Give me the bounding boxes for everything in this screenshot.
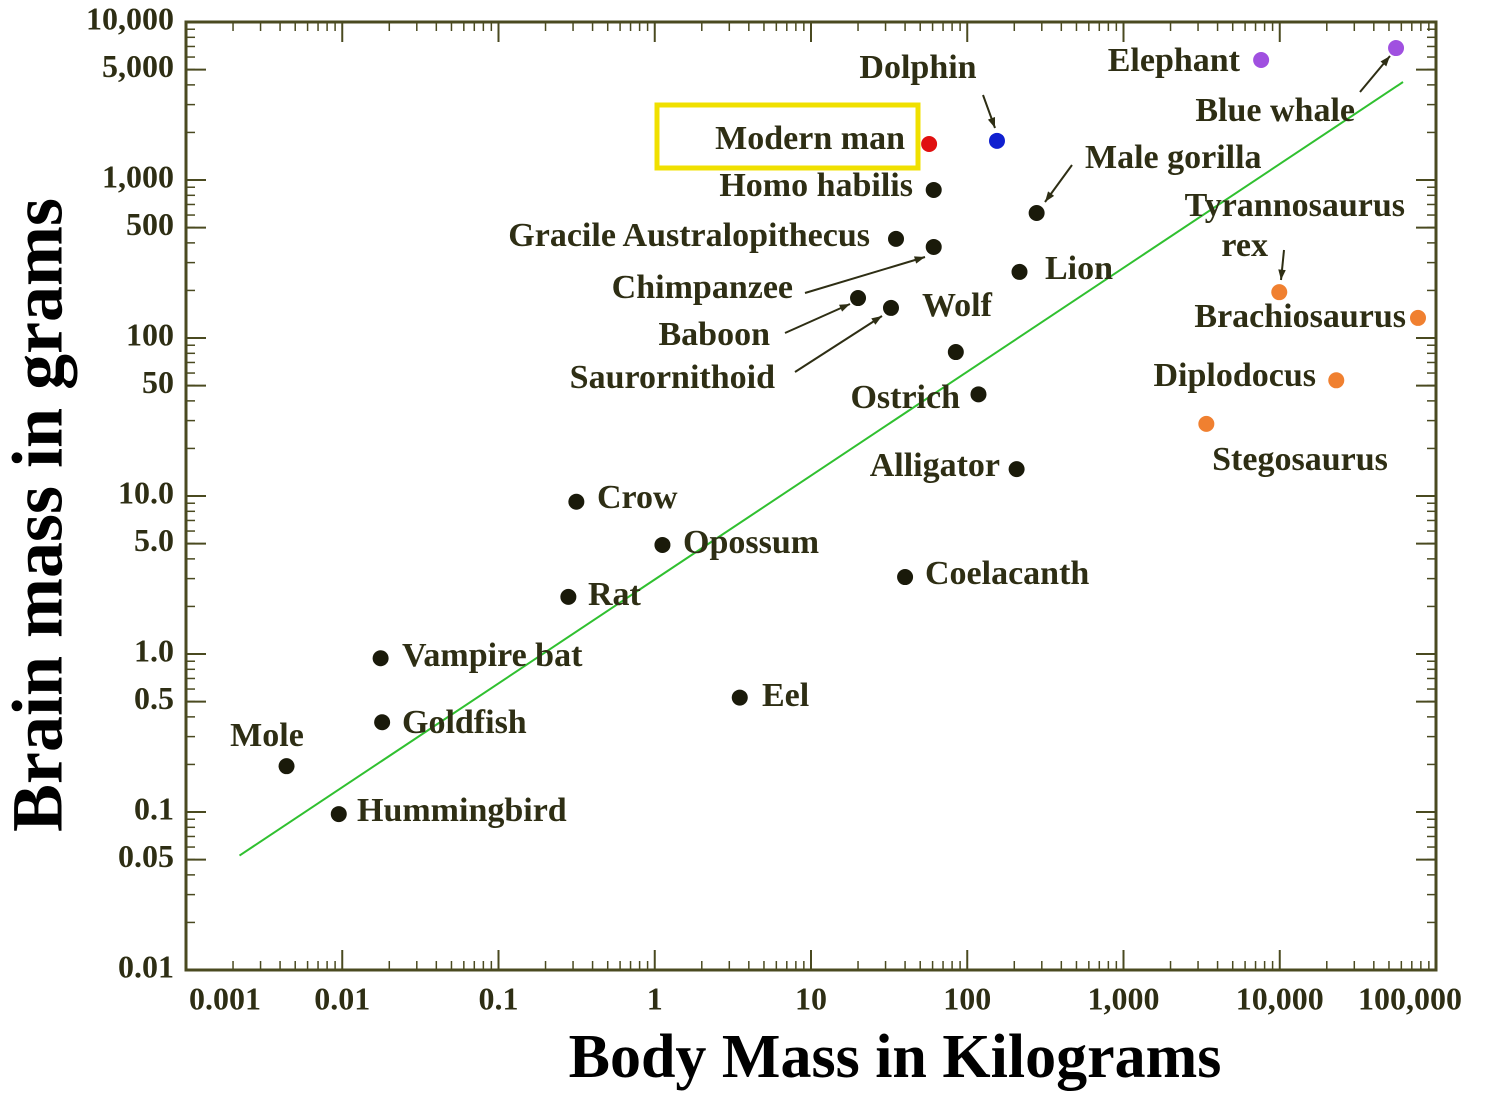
data-point [1388,40,1405,57]
data-point [1008,461,1025,478]
y-tick-label: 0.1 [134,790,174,826]
point-label: Eel [762,677,809,714]
data-point [1328,372,1345,389]
point-label: Modern man [715,120,905,157]
x-tick-label: 10 [795,980,827,1016]
data-point [1028,205,1045,222]
x-axis-title: Body Mass in Kilograms [569,1023,1222,1091]
data-point [921,135,938,152]
y-tick-label: 0.05 [118,838,174,874]
arrow-head [1045,191,1055,202]
y-tick-label: 1,000 [102,158,174,194]
point-label: Ostrich [850,379,960,416]
y-tick-label: 1.0 [134,632,174,668]
data-point [947,344,964,361]
arrow-head [1380,56,1390,67]
x-tick-label: 0.01 [314,980,370,1016]
data-point [1271,284,1288,301]
point-label: Lion [1045,250,1113,287]
x-tick-label: 1,000 [1088,980,1160,1016]
data-point [1409,309,1426,326]
point-label: Male gorilla [1085,139,1262,176]
point-label: Blue whale [1195,92,1355,129]
y-tick-label: 50 [142,364,174,400]
y-tick-label: 10.0 [118,474,174,510]
y-tick-label: 5.0 [134,522,174,558]
data-point [970,386,987,403]
point-label: Coelacanth [925,555,1089,592]
data-point [372,650,389,667]
data-point [897,569,914,586]
point-label: Wolf [922,287,993,324]
data-point [925,181,942,198]
arrow [794,315,883,373]
arrow [804,256,926,294]
point-label: Hummingbird [357,792,567,829]
point-label: Tyrannosaurus rex [1185,187,1405,264]
point-label: Alligator [870,447,1000,484]
data-point [925,238,942,255]
y-tick-label: 500 [126,206,174,242]
data-point [1253,51,1270,68]
x-tick-label: 100,000 [1358,980,1462,1016]
arrow-head [1278,269,1286,280]
point-label: Dolphin [859,49,976,86]
x-tick-label: 100 [943,980,991,1016]
data-point [330,806,347,823]
x-tick-label: 0.1 [479,980,519,1016]
arrow-head [871,316,882,325]
data-point [374,714,391,731]
arrow-head [987,117,996,128]
highlight-box [654,102,921,171]
data-point [568,493,585,510]
data-point [1011,263,1028,280]
data-point [850,290,867,307]
point-label: Baboon [659,316,771,353]
point-label: Elephant [1108,42,1241,79]
point-label: Gracile Australopithecus [508,217,870,254]
x-tick-label: 10,000 [1236,980,1324,1016]
data-point [654,536,671,553]
trend-line [238,81,1404,857]
arrow-head [839,304,850,312]
data-point [731,689,748,706]
point-label: Brachiosaurus [1194,298,1406,335]
y-tick-label: 0.5 [134,680,174,716]
point-label: Diplodocus [1154,357,1317,394]
y-axis-title: Brain mass in grams [0,198,78,832]
point-label: Rat [588,576,642,613]
data-point [882,299,899,316]
arrow-head [914,256,925,264]
y-tick-label: 10,000 [86,0,174,36]
point-label: Opossum [683,524,819,561]
point-label: Saurornithoid [570,359,775,396]
point-label: Homo habilis [719,167,913,204]
point-label: Stegosaurus [1212,441,1388,478]
y-tick-label: 100 [126,316,174,352]
x-tick-label: 0.001 [189,980,261,1016]
arrow [784,303,851,334]
point-label: Crow [597,479,678,516]
point-label: Goldfish [402,704,527,741]
data-point [278,758,295,775]
data-point [988,132,1005,149]
point-label: Mole [230,717,304,754]
y-tick-label: 5,000 [102,48,174,84]
x-tick-label: 1 [647,980,663,1016]
point-label: Vampire bat [402,637,583,674]
data-point [560,588,577,605]
point-label: Chimpanzee [612,269,793,306]
data-point [1198,415,1215,432]
y-tick-label: 0.01 [118,948,174,984]
data-point [888,230,905,247]
